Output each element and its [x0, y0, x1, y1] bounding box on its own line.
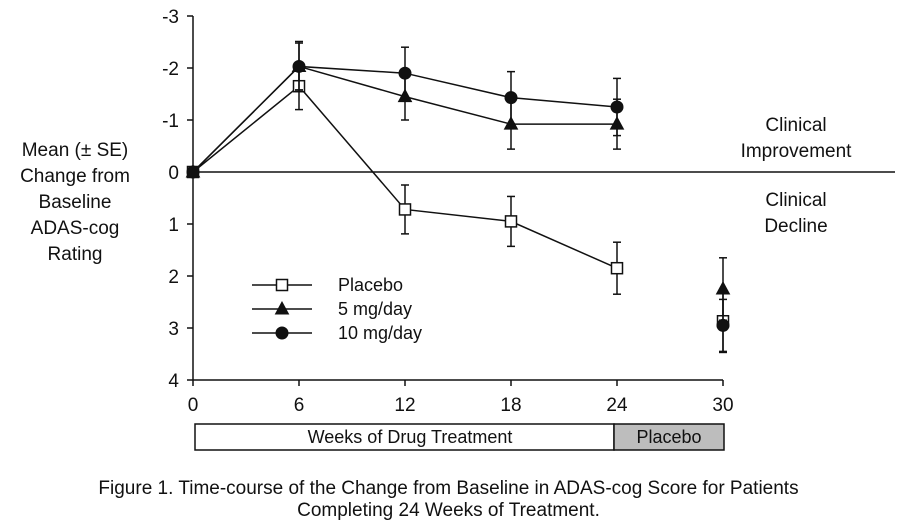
data-point-10-mg-day [186, 165, 200, 179]
y-axis-label-line: Rating [47, 244, 103, 265]
x-tick-label: 18 [500, 395, 521, 416]
phase-bar-treatment [194, 423, 615, 451]
legend-marker-5-mg-day [274, 300, 290, 315]
phase-bar-treatment-label: Weeks of Drug Treatment [308, 427, 513, 447]
y-axis-label-line: Baseline [38, 192, 112, 213]
data-point-placebo [610, 261, 624, 275]
y-axis-label-line: ADAS-cog [30, 218, 120, 239]
phase-bar-placebo [613, 423, 725, 451]
annotation-decline-line2: Decline [764, 216, 827, 237]
legend-label-10-mg-day: 10 mg/day [338, 323, 422, 343]
annotation-decline-line1: Clinical [765, 190, 826, 211]
data-point-washout-5-mg-day [715, 280, 731, 295]
legend-marker-placebo [275, 278, 289, 292]
data-point-10-mg-day [610, 100, 624, 114]
legend-label-placebo: Placebo [338, 275, 403, 295]
legend-label-5-mg-day: 5 mg/day [338, 299, 412, 319]
data-marks [185, 40, 731, 354]
data-point-placebo [398, 203, 412, 216]
x-tick-label: 6 [294, 395, 305, 416]
annotation-improvement-line1: Clinical [765, 115, 826, 136]
y-tick-label: 0 [168, 163, 179, 184]
y-tick-label: 1 [168, 215, 179, 236]
annotation-improvement-line2: Improvement [741, 141, 853, 162]
data-point-placebo [504, 215, 518, 228]
x-tick-label: 24 [606, 395, 628, 416]
data-point-10-mg-day [292, 59, 306, 73]
y-tick-label: -1 [162, 111, 179, 132]
legend-marker-10-mg-day [275, 326, 289, 340]
y-axis-label-line: Mean (± SE) [21, 140, 129, 161]
phase-bar-placebo-label: Placebo [636, 427, 701, 447]
figure-caption-line2: Completing 24 Weeks of Treatment. [297, 500, 600, 521]
legend: Placebo 5 mg/day 10 mg/day [252, 275, 422, 343]
data-point-washout-10-mg-day [716, 318, 730, 332]
data-point-10-mg-day [398, 66, 412, 80]
figure-caption-line1: Figure 1. Time-course of the Change from… [98, 478, 799, 499]
y-tick-label: 4 [168, 371, 179, 392]
x-tick-label: 0 [188, 395, 199, 416]
y-tick-label: -2 [162, 59, 179, 80]
x-tick-label: 30 [712, 395, 733, 416]
y-axis-label-line: Change from [20, 166, 130, 187]
y-tick-label: 2 [168, 267, 179, 288]
x-tick-label: 12 [394, 395, 415, 416]
y-tick-label: 3 [168, 319, 179, 340]
data-point-10-mg-day [504, 91, 518, 105]
y-axis-label: Mean (± SE) Change from Baseline ADAS-co… [0, 138, 150, 268]
y-tick-label: -3 [162, 7, 179, 28]
